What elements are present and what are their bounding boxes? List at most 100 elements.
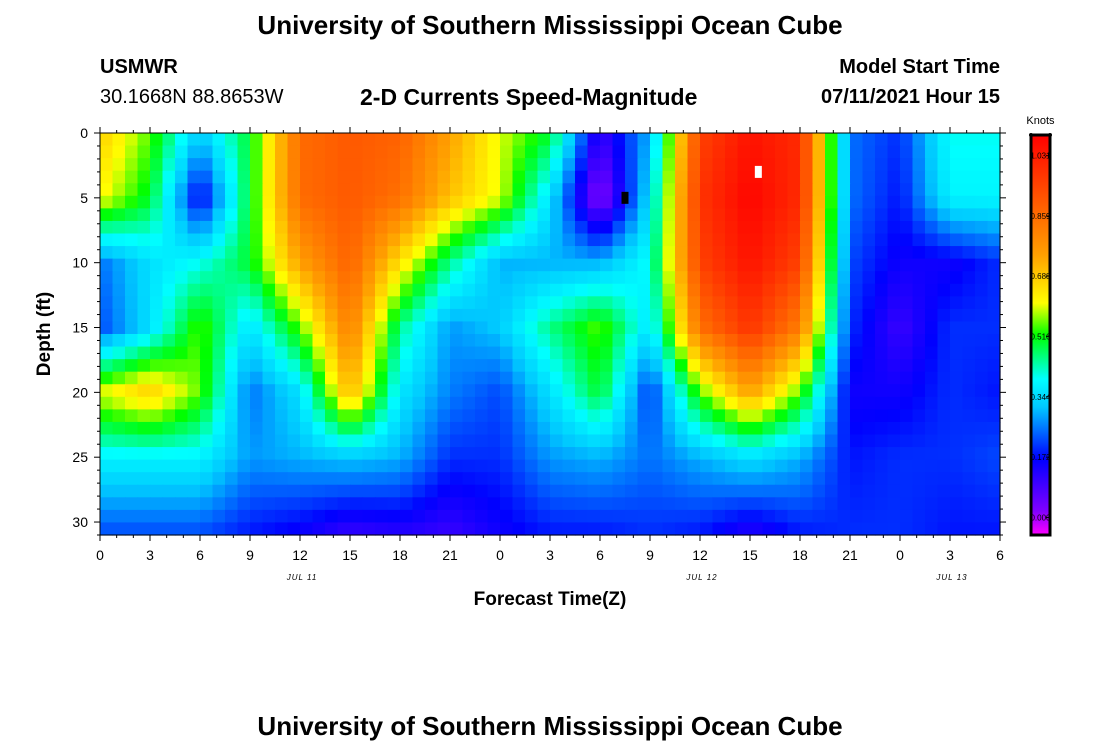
heatmap-cell: [575, 220, 589, 235]
heatmap-cell: [712, 522, 726, 536]
heatmap-cell: [575, 145, 589, 159]
heatmap-cell: [112, 459, 126, 473]
heatmap-cell: [437, 321, 451, 335]
heatmap-cell: [750, 346, 764, 360]
heatmap-cell: [150, 421, 164, 436]
heatmap-cell: [250, 384, 264, 398]
heatmap-cell: [500, 334, 514, 348]
heatmap-cell: [700, 497, 714, 511]
heatmap-cell: [375, 434, 389, 448]
heatmap-cell: [125, 208, 139, 222]
heatmap-cell: [900, 346, 914, 360]
heatmap-cell: [975, 396, 989, 410]
heatmap-cell: [500, 447, 514, 461]
heatmap-cell: [425, 233, 439, 247]
heatmap-cell: [575, 497, 589, 511]
heatmap-cell: [187, 145, 201, 159]
heatmap-cell: [287, 246, 301, 260]
heatmap-cell: [675, 472, 689, 486]
heatmap-cell: [100, 522, 114, 536]
heatmap-cell: [462, 183, 476, 197]
colorbar-tick-label: 0.000: [1030, 513, 1051, 522]
heatmap-cell: [475, 233, 489, 247]
heatmap-cell: [537, 409, 551, 423]
heatmap-cell: [837, 271, 851, 285]
heatmap-cell: [150, 409, 164, 423]
heatmap-cell: [800, 220, 814, 235]
heatmap-cell: [200, 271, 214, 285]
heatmap-cell: [425, 497, 439, 511]
heatmap-cell: [112, 220, 126, 235]
heatmap-cell: [850, 472, 864, 486]
heatmap-cell: [937, 246, 951, 260]
heatmap-cell: [375, 359, 389, 373]
heatmap-cell: [275, 133, 289, 147]
heatmap-cell: [187, 409, 201, 423]
heatmap-cell: [662, 321, 676, 335]
heatmap-cell: [550, 434, 564, 448]
heatmap-cell: [775, 246, 789, 260]
heatmap-cell: [387, 409, 401, 423]
heatmap-cell: [612, 334, 626, 348]
heatmap-cell: [575, 522, 589, 536]
heatmap-cell: [575, 434, 589, 448]
heatmap-cell: [362, 183, 376, 197]
heatmap-cell: [950, 220, 964, 235]
heatmap-cell: [300, 133, 314, 147]
heatmap-cell: [212, 447, 226, 461]
heatmap-cell: [812, 409, 826, 423]
heatmap-cell: [325, 145, 339, 159]
heatmap-cell: [237, 459, 251, 473]
heatmap-cell: [275, 421, 289, 436]
heatmap-cell: [512, 409, 526, 423]
heatmap-cell: [350, 271, 364, 285]
heatmap-cell: [125, 233, 139, 247]
heatmap-cell: [237, 321, 251, 335]
heatmap-cell: [375, 208, 389, 222]
heatmap-cell: [975, 472, 989, 486]
heatmap-cell: [637, 233, 651, 247]
heatmap-cell: [625, 246, 639, 260]
heatmap-cell: [512, 271, 526, 285]
heatmap-cell: [575, 359, 589, 373]
heatmap-cell: [350, 522, 364, 536]
heatmap-cell: [887, 296, 901, 310]
heatmap-cell: [787, 158, 801, 172]
heatmap-cell: [850, 321, 864, 335]
heatmap-cell: [900, 133, 914, 147]
heatmap-cell: [100, 346, 114, 360]
heatmap-cell: [662, 509, 676, 524]
heatmap-cell: [325, 497, 339, 511]
heatmap-cell: [512, 371, 526, 385]
x-tick-label: 0: [96, 547, 104, 563]
heatmap-cell: [287, 183, 301, 197]
heatmap-cell: [400, 208, 414, 222]
heatmap-cell: [875, 409, 889, 423]
heatmap-cell: [675, 133, 689, 147]
heatmap-cell: [450, 246, 464, 260]
heatmap-cell: [937, 447, 951, 461]
heatmap-cell: [137, 233, 151, 247]
heatmap-cell: [862, 258, 876, 272]
heatmap-cell: [462, 447, 476, 461]
heatmap-cell: [125, 459, 139, 473]
heatmap-cell: [862, 447, 876, 461]
heatmap-cell: [700, 208, 714, 222]
heatmap-cell: [450, 434, 464, 448]
heatmap-cell: [587, 396, 601, 410]
heatmap-cell: [100, 296, 114, 310]
heatmap-cell: [150, 220, 164, 235]
x-tick-label: 18: [392, 547, 408, 563]
heatmap-cell: [175, 334, 189, 348]
heatmap-cell: [412, 359, 426, 373]
heatmap-cell: [187, 233, 201, 247]
heatmap-cell: [612, 258, 626, 272]
heatmap-cell: [900, 459, 914, 473]
heatmap-cell: [837, 371, 851, 385]
heatmap-cell: [775, 158, 789, 172]
heatmap-cell: [200, 396, 214, 410]
heatmap-cell: [412, 459, 426, 473]
heatmap-cell: [425, 308, 439, 323]
x-tick-label: 12: [692, 547, 708, 563]
heatmap-cell: [962, 283, 976, 297]
